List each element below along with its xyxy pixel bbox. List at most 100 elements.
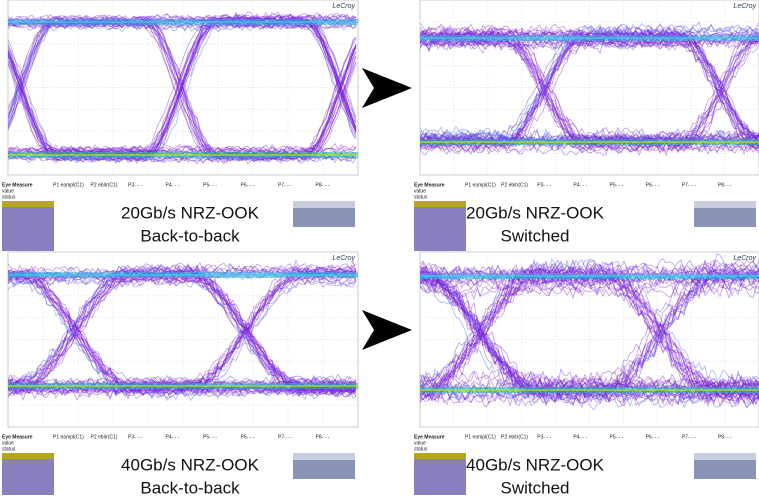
eye-trace: [8, 14, 357, 126]
caption: Back-to-back: [140, 478, 240, 495]
measure-param: P6- - -: [241, 182, 255, 188]
eye-trace: [420, 26, 759, 142]
eye-traces: [8, 11, 358, 165]
measure-param: P2 ebitr(C1): [91, 182, 118, 188]
measure-param: P6- - -: [646, 182, 660, 188]
eye-trace: [420, 34, 759, 151]
eye-trace: [420, 269, 759, 403]
logo: LeCroy: [332, 255, 355, 262]
channel-head: [2, 201, 54, 207]
measure-row: value: [414, 440, 426, 446]
eye-trace: [8, 11, 357, 153]
eye-trace: [420, 258, 759, 383]
measure-param: P2 ebitr(C1): [501, 182, 528, 188]
eye-trace: [420, 35, 759, 150]
measure-row: status: [414, 194, 428, 200]
logo: LeCroy: [733, 3, 756, 10]
eye-trace: [8, 272, 357, 395]
measure-param: P1 eampl(C1): [53, 434, 84, 440]
eye-traces: [420, 21, 759, 157]
eye-trace: [8, 276, 357, 398]
eye-trace: [8, 264, 357, 385]
eye-trace: [8, 384, 357, 398]
measure-param: P3- - -: [537, 182, 551, 188]
logo: LeCroy: [733, 255, 756, 262]
measure-param: P8- - -: [316, 182, 330, 188]
eye-trace: [8, 269, 357, 394]
eye-trace: [8, 264, 357, 279]
eye-trace: [420, 23, 759, 137]
eye-trace: [8, 265, 357, 386]
eye-trace: [420, 258, 759, 388]
measure-param: P6- - -: [241, 434, 255, 440]
eye-trace: [420, 45, 759, 157]
eye-trace: [420, 272, 759, 401]
measure-row: status: [414, 446, 428, 452]
eye-trace: [8, 384, 357, 398]
channel-head: [414, 201, 466, 207]
eye-trace: [420, 36, 759, 150]
measure-param: P4- - -: [573, 182, 587, 188]
channel-head: [414, 453, 466, 459]
eye-trace: [420, 264, 759, 397]
eye-trace: [8, 259, 357, 381]
eye-trace: [8, 275, 357, 398]
measure-param: P2 ebitr(C1): [501, 434, 528, 440]
eye-trace: [420, 22, 759, 140]
caption: 40Gb/s NRZ-OOK: [466, 455, 605, 474]
eye-trace: [8, 279, 357, 399]
measure-title: Eye Measure: [414, 434, 445, 440]
eye-trace: [8, 274, 357, 396]
measure-param: P5- - -: [610, 182, 624, 188]
eye-trace: [420, 259, 759, 391]
eye-trace: [8, 20, 357, 162]
eye-trace: [420, 260, 759, 390]
measure-param: P7- - -: [682, 434, 696, 440]
eye-trace: [420, 285, 759, 411]
measure-param: P4- - -: [573, 434, 587, 440]
eye-trace: [420, 262, 759, 391]
channel-box: [414, 453, 466, 500]
eye-trace: [420, 278, 759, 405]
eye-trace: [420, 33, 759, 149]
caption: Switched: [501, 226, 570, 245]
eye-trace: [420, 283, 759, 408]
eye-trace: [420, 279, 759, 298]
measure-param: P6- - -: [646, 434, 660, 440]
eye-trace: [420, 276, 759, 405]
eye-trace: [420, 27, 759, 143]
measure-title: Eye Measure: [2, 182, 33, 188]
eye-trace: [8, 263, 357, 385]
measure-row: value: [414, 188, 426, 194]
measure-param: P1 eampl(C1): [465, 434, 496, 440]
eye-trace: [8, 265, 357, 386]
eye-trace: [8, 272, 357, 395]
channel-box: [414, 201, 466, 251]
measure-param: P3- - -: [537, 434, 551, 440]
caption: 40Gb/s NRZ-OOK: [121, 455, 260, 474]
measure-param: P5- - -: [203, 434, 217, 440]
measure-row: value: [2, 440, 14, 446]
eye-trace: [8, 13, 357, 155]
eye-trace: [8, 37, 357, 157]
arrow: [362, 310, 412, 350]
eye-trace: [420, 21, 759, 39]
logo: LeCroy: [332, 3, 355, 10]
caption: 20Gb/s NRZ-OOK: [121, 203, 260, 222]
eye-trace: [420, 262, 759, 391]
eye-trace: [420, 37, 759, 154]
eye-trace: [420, 282, 759, 301]
eye-trace: [420, 130, 759, 144]
eye-trace: [8, 54, 357, 164]
timebase-box: [694, 453, 756, 460]
eye-trace: [420, 275, 759, 408]
arrow: [362, 68, 412, 108]
eye-trace: [420, 36, 759, 154]
eye-trace: [420, 38, 759, 150]
measure-param: P4- - -: [166, 182, 180, 188]
eye-trace: [8, 374, 357, 388]
eye-trace: [8, 55, 357, 153]
